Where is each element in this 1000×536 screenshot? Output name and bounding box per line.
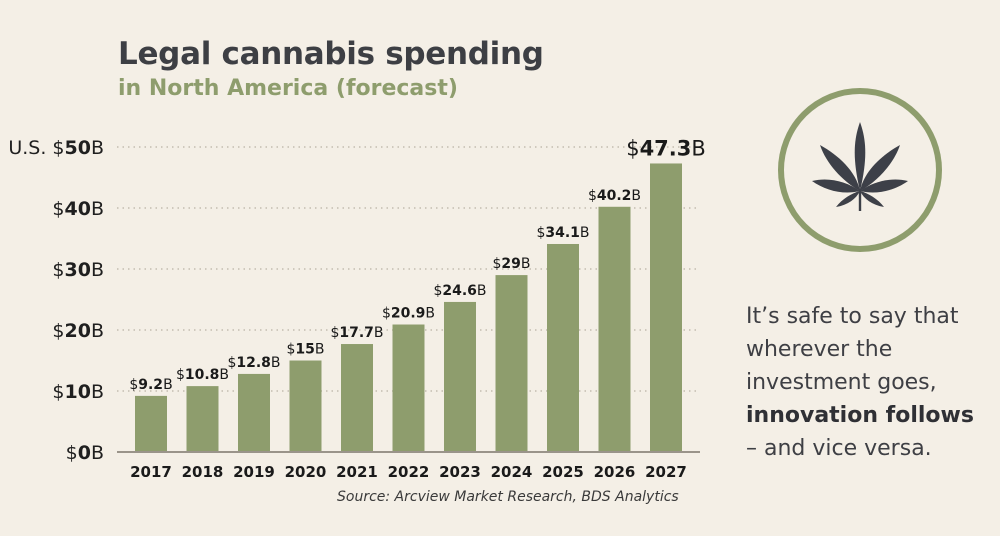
cannabis-badge xyxy=(775,85,945,255)
data-label-2017: $9.2B xyxy=(129,377,172,393)
data-label-2025: $34.1B xyxy=(536,225,589,241)
bar-2025 xyxy=(547,243,579,452)
quote-line: – and vice versa. xyxy=(746,436,932,461)
y-tick-label: $30B xyxy=(52,259,104,281)
x-tick-label: 2021 xyxy=(336,463,378,481)
bar-2026 xyxy=(598,206,631,452)
data-label-2018: $10.8B xyxy=(176,367,229,383)
quote-line: It’s safe to say that xyxy=(746,304,959,329)
data-label-2020: $15B xyxy=(286,342,324,358)
data-label-2026: $40.2B xyxy=(588,188,641,204)
data-label-2021: $17.7B xyxy=(330,325,383,341)
bar-2024 xyxy=(495,275,528,452)
x-tick-label: 2022 xyxy=(388,463,430,481)
bar-2017 xyxy=(135,395,167,452)
y-tick-label: $0B xyxy=(66,442,104,464)
circle-frame xyxy=(778,88,942,252)
x-tick-label: 2023 xyxy=(439,463,481,481)
y-tick-label: $20B xyxy=(52,320,104,342)
chart-subtitle: in North America (forecast) xyxy=(118,76,458,101)
bars xyxy=(135,163,682,452)
x-tick-label: 2027 xyxy=(645,463,687,481)
bar-2021 xyxy=(341,344,373,452)
bar-2018 xyxy=(186,386,219,452)
x-tick-label: 2018 xyxy=(182,463,224,481)
bar-2019 xyxy=(238,373,270,452)
quote-emphasis: innovation follows xyxy=(746,403,974,428)
x-tick-label: 2025 xyxy=(542,463,584,481)
x-tick-label: 2019 xyxy=(233,463,275,481)
y-tick-label: $10B xyxy=(52,381,104,403)
quote-line: wherever the xyxy=(746,337,893,362)
quote-text: It’s safe to say that wherever the inves… xyxy=(746,300,974,465)
y-tick-label: $40B xyxy=(52,198,104,220)
data-label-2024: $29B xyxy=(492,256,530,272)
x-tick-label: 2020 xyxy=(285,463,327,481)
data-label-2027: $47.3B xyxy=(626,136,706,160)
chart-title: Legal cannabis spending xyxy=(118,36,544,72)
data-label-2022: $20.9B xyxy=(382,306,435,322)
data-label-2023: $24.6B xyxy=(433,283,486,299)
bar-2027 xyxy=(650,163,682,452)
bar-2020 xyxy=(289,360,322,452)
bar-2022 xyxy=(392,324,425,452)
x-tick-label: 2024 xyxy=(491,463,533,481)
data-labels: $9.2B$10.8B$12.8B $15B $17.7B $20.9B $24.6B $… xyxy=(129,136,705,392)
quote-line: investment goes, xyxy=(746,370,937,395)
y-axis-labels: $0B $10B $20B $30B $40B U.S. $50B xyxy=(8,137,104,464)
x-tick-label: 2017 xyxy=(130,463,172,481)
bar-2023 xyxy=(444,301,476,452)
cannabis-leaf-icon xyxy=(812,122,908,211)
source-note: Source: Arcview Market Research, BDS Ana… xyxy=(337,489,679,505)
x-tick-label: 2026 xyxy=(594,463,636,481)
x-axis-labels: 2017 2018 2019 2020 2021 2022 2023 2024 2025 2026… xyxy=(130,463,687,481)
y-tick-label: U.S. $50B xyxy=(8,137,104,159)
data-label-2019: $12.8B xyxy=(227,355,280,371)
